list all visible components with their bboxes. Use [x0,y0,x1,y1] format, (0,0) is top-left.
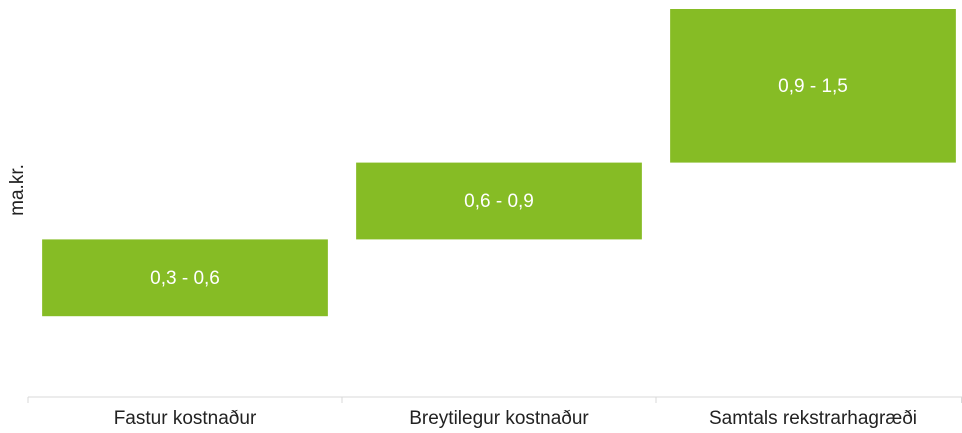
bar [356,162,642,240]
bar [42,239,328,317]
x-tick-label: Samtals rekstrarhagræði [709,408,917,429]
y-axis-label: ma.kr. [7,164,28,216]
data-label: 0,9 - 1,5 [778,76,848,97]
bar [670,9,956,163]
x-tick-label: Fastur kostnaður [114,408,257,429]
data-label: 0,3 - 0,6 [150,268,220,289]
data-label: 0,6 - 0,9 [464,191,534,212]
x-tick-label: Breytilegur kostnaður [409,408,589,429]
